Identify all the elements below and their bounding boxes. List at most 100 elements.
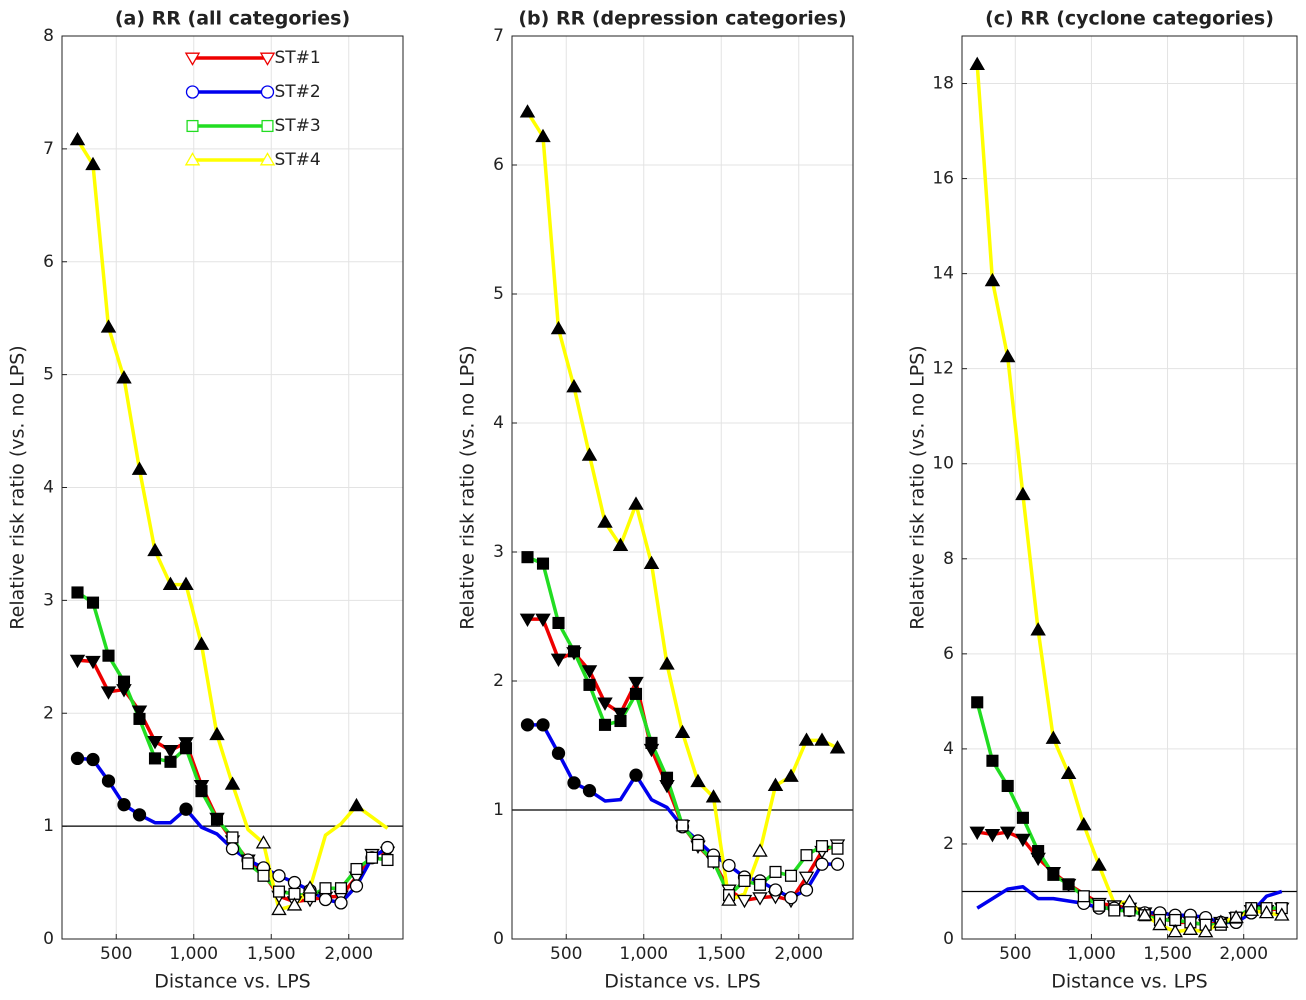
marker (102, 649, 115, 662)
marker (597, 514, 613, 528)
x-tick-label: 1,000 (619, 944, 668, 964)
marker (1152, 916, 1168, 931)
marker (209, 726, 225, 741)
y-tick-label: 2 (943, 834, 954, 854)
y-tick-label: 4 (43, 478, 54, 498)
marker (519, 613, 536, 627)
marker (1047, 868, 1060, 881)
marker (628, 496, 644, 510)
marker (1062, 878, 1075, 891)
marker (1228, 909, 1244, 924)
marker (1076, 817, 1092, 831)
marker (319, 882, 332, 895)
x-axis-label: Distance vs. LPS (604, 971, 760, 993)
marker (676, 819, 689, 832)
marker (629, 687, 643, 700)
marker (117, 675, 131, 688)
marker (381, 853, 394, 867)
marker (69, 131, 86, 146)
marker (1121, 894, 1138, 908)
marker (566, 378, 582, 393)
x-tick-label: 1,000 (1067, 944, 1116, 964)
marker (598, 718, 612, 731)
marker (380, 840, 395, 855)
marker (830, 857, 845, 871)
marker (162, 745, 179, 759)
marker (1274, 907, 1290, 921)
marker (552, 616, 565, 629)
marker (705, 789, 722, 803)
marker (1258, 904, 1275, 919)
marker (784, 891, 798, 905)
marker (224, 776, 241, 790)
marker (831, 842, 844, 855)
y-axis-label: Relative risk ratio (vs. no LPS) (907, 345, 929, 629)
marker (178, 576, 194, 591)
marker (614, 714, 627, 728)
y-tick-label: 2 (43, 703, 54, 723)
y-tick-label: 8 (943, 549, 954, 569)
marker (116, 370, 132, 384)
marker (100, 686, 117, 700)
marker (100, 319, 117, 333)
marker (85, 156, 101, 171)
x-tick-label: 500 (550, 944, 582, 964)
marker (536, 557, 550, 570)
marker (660, 771, 674, 784)
x-tick-label: 1,500 (247, 944, 296, 964)
marker (255, 835, 272, 849)
marker (597, 697, 613, 711)
plot-area (962, 36, 1297, 939)
x-tick-label: 1,500 (697, 944, 746, 964)
marker (643, 555, 660, 570)
marker (1077, 890, 1090, 903)
marker (999, 348, 1016, 363)
y-tick-label: 1 (493, 800, 504, 820)
y-tick-label: 7 (43, 139, 54, 159)
marker (132, 808, 147, 822)
y-tick-label: 5 (493, 284, 504, 304)
x-tick-label: 2,000 (324, 944, 373, 964)
marker (271, 901, 287, 916)
marker (674, 724, 691, 739)
marker (984, 272, 1001, 287)
marker (969, 56, 985, 70)
marker (986, 754, 999, 767)
marker (148, 752, 162, 765)
marker (814, 732, 830, 746)
marker (550, 320, 567, 335)
marker (302, 880, 318, 894)
marker (195, 785, 208, 798)
x-axis-label: Distance vs. LPS (154, 971, 310, 993)
legend-label: ST#3 (275, 116, 321, 136)
marker (210, 813, 224, 826)
marker (536, 718, 550, 732)
marker (535, 613, 551, 627)
marker (567, 776, 581, 790)
marker (70, 751, 85, 766)
x-axis-label: Distance vs. LPS (1051, 971, 1207, 993)
marker (645, 736, 658, 749)
marker (147, 542, 163, 557)
marker (783, 768, 799, 782)
marker (1016, 811, 1029, 824)
marker (241, 857, 255, 870)
marker (259, 52, 276, 66)
marker (287, 875, 302, 890)
marker (350, 862, 363, 876)
marker (521, 551, 534, 564)
marker (365, 851, 379, 864)
marker (550, 653, 567, 667)
y-tick-label: 7 (493, 26, 504, 46)
marker (1167, 923, 1183, 938)
marker (1197, 923, 1214, 938)
y-tick-label: 6 (943, 644, 954, 664)
marker (799, 883, 814, 897)
x-tick-label: 2,000 (1219, 944, 1268, 964)
marker (567, 645, 581, 658)
marker (1182, 921, 1199, 935)
y-tick-label: 0 (943, 929, 954, 949)
marker (815, 857, 829, 871)
marker (1136, 907, 1153, 921)
